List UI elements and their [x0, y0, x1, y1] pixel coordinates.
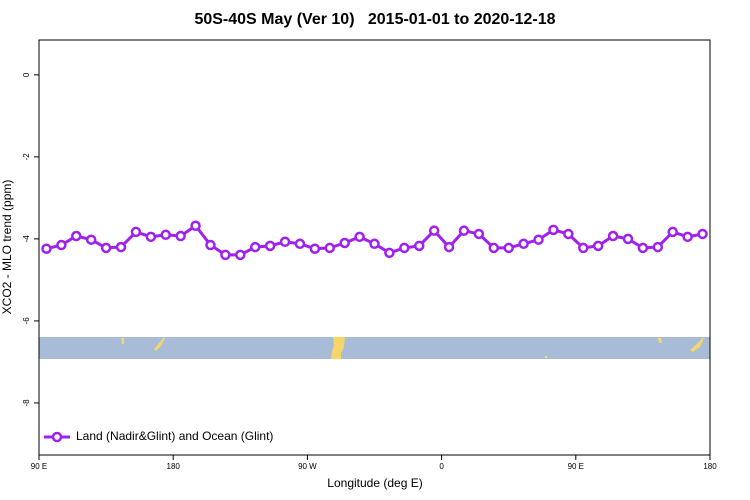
point	[697, 228, 708, 240]
point	[249, 241, 261, 253]
point	[115, 241, 127, 253]
point	[324, 242, 336, 254]
point	[592, 240, 604, 252]
point	[443, 241, 455, 253]
point	[145, 231, 157, 243]
y-tick-label: -6	[22, 317, 31, 325]
point	[175, 230, 186, 242]
point	[354, 231, 365, 243]
plot-frame	[38, 39, 711, 456]
point	[652, 241, 664, 253]
point	[473, 228, 485, 240]
point	[279, 236, 291, 248]
point	[264, 240, 276, 252]
point	[85, 234, 97, 245]
point	[71, 230, 82, 242]
point	[458, 225, 470, 236]
x-tick-label: 180	[703, 462, 717, 471]
point	[533, 234, 544, 245]
legend-label: Land (Nadir&Glint) and Ocean (Glint)	[76, 429, 273, 443]
x-tick-label: 0	[439, 462, 444, 471]
point	[384, 247, 395, 259]
point	[399, 242, 410, 254]
x-tick-label: 90 W	[298, 462, 317, 471]
y-tick-label: 0	[22, 72, 31, 77]
point	[205, 239, 216, 251]
y-tick-label: -4	[22, 235, 31, 243]
ocean-band	[39, 337, 710, 359]
point	[488, 242, 500, 254]
y-tick-label: -2	[22, 153, 31, 161]
y-axis-label: XCO2 - MLO trend (ppm)	[0, 180, 14, 315]
x-tick-label: 90 E	[568, 462, 584, 471]
legend-marker	[51, 431, 63, 443]
point	[294, 238, 306, 250]
point	[235, 249, 246, 261]
point	[369, 238, 380, 250]
point	[190, 220, 201, 232]
point	[563, 228, 574, 240]
point	[413, 240, 425, 252]
y-tick-label: -8	[22, 399, 31, 407]
point	[607, 230, 619, 242]
point	[160, 229, 171, 241]
point	[548, 224, 559, 236]
x-axis-label: Longitude (deg E)	[327, 476, 422, 490]
point	[220, 249, 231, 261]
point	[682, 231, 693, 243]
point	[309, 243, 321, 254]
point	[41, 243, 52, 254]
point	[503, 242, 514, 254]
x-tick-label: 90 E	[31, 462, 47, 471]
point	[622, 233, 634, 245]
point	[667, 226, 678, 238]
point	[578, 242, 589, 254]
point	[130, 226, 142, 238]
point	[56, 239, 67, 251]
chart-title: 50S-40S May (Ver 10) 2015-01-01 to 2020-…	[194, 11, 555, 28]
land-ocean-strip	[39, 337, 710, 359]
point	[100, 242, 112, 254]
point	[339, 237, 350, 249]
point	[428, 225, 440, 236]
point	[637, 242, 649, 254]
x-tick-label: 180	[167, 462, 181, 471]
point	[518, 238, 529, 250]
